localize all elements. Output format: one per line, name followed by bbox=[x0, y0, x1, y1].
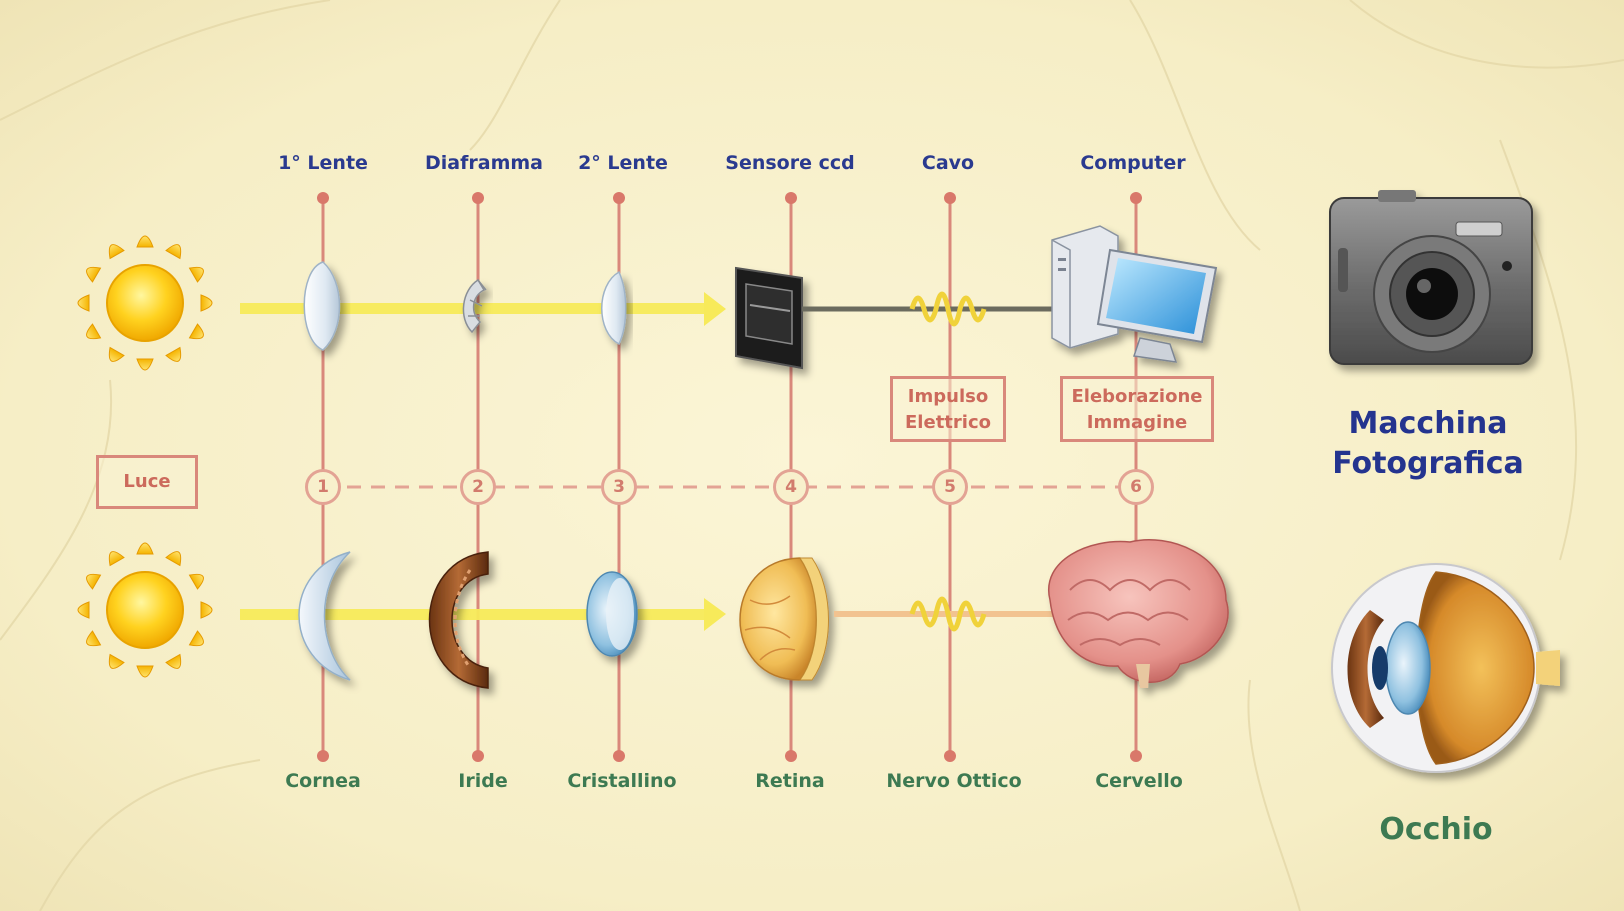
step-5: 5 bbox=[932, 469, 968, 505]
processing-box: Eleborazione Immagine bbox=[1060, 376, 1214, 442]
eye-title: Occhio bbox=[1379, 812, 1493, 847]
guide-lines bbox=[321, 198, 1138, 756]
label-crystalline: Cristallino bbox=[567, 770, 677, 792]
step-3: 3 bbox=[601, 469, 637, 505]
camera-title-line-1: Macchina bbox=[1348, 406, 1508, 441]
label-computer: Computer bbox=[1080, 152, 1186, 174]
camera-title: Macchina Fotografica bbox=[1332, 404, 1524, 484]
camera-title-line-2: Fotografica bbox=[1332, 446, 1524, 481]
sun-icon-eye bbox=[77, 542, 213, 678]
impulse-line-1: Impulso bbox=[907, 386, 989, 407]
label-retina: Retina bbox=[755, 770, 825, 792]
label-ccd-sensor: Sensore ccd bbox=[725, 152, 855, 174]
processing-line-2: Immagine bbox=[1086, 412, 1188, 433]
label-diaphragm: Diaframma bbox=[425, 152, 543, 174]
crystalline-lens-icon bbox=[586, 571, 638, 657]
diaphragm-icon bbox=[462, 278, 487, 334]
cornea-icon bbox=[298, 551, 351, 681]
second-lens-icon bbox=[601, 270, 627, 346]
step-4: 4 bbox=[773, 469, 809, 505]
label-cornea: Cornea bbox=[285, 770, 361, 792]
computer-icon bbox=[1051, 225, 1218, 363]
cable-icon bbox=[802, 291, 1056, 327]
processing-line-1: Eleborazione bbox=[1071, 386, 1203, 407]
iris-icon bbox=[428, 551, 489, 689]
brain-icon bbox=[1047, 538, 1229, 688]
label-optic-nerve: Nervo Ottico bbox=[886, 770, 1022, 792]
eye-cross-section-icon bbox=[1331, 563, 1560, 773]
label-iris: Iride bbox=[458, 770, 508, 792]
label-first-lens: 1° Lente bbox=[278, 152, 368, 174]
optic-nerve-icon bbox=[834, 596, 1056, 632]
impulse-line-2: Elettrico bbox=[905, 412, 991, 433]
step-1: 1 bbox=[305, 469, 341, 505]
sun-icon-camera bbox=[77, 235, 213, 371]
first-lens-icon bbox=[303, 261, 341, 351]
label-brain: Cervello bbox=[1095, 770, 1183, 792]
step-6: 6 bbox=[1118, 469, 1154, 505]
guide-end-dots bbox=[317, 192, 1142, 762]
camera-icon bbox=[1329, 190, 1533, 365]
ccd-sensor-icon bbox=[735, 266, 803, 370]
light-box: Luce bbox=[96, 455, 198, 509]
retina-icon bbox=[739, 557, 829, 681]
impulse-box: Impulso Elettrico bbox=[890, 376, 1006, 442]
label-cable: Cavo bbox=[921, 152, 975, 174]
label-second-lens: 2° Lente bbox=[578, 152, 668, 174]
step-2: 2 bbox=[460, 469, 496, 505]
light-beam-eye bbox=[240, 598, 726, 631]
